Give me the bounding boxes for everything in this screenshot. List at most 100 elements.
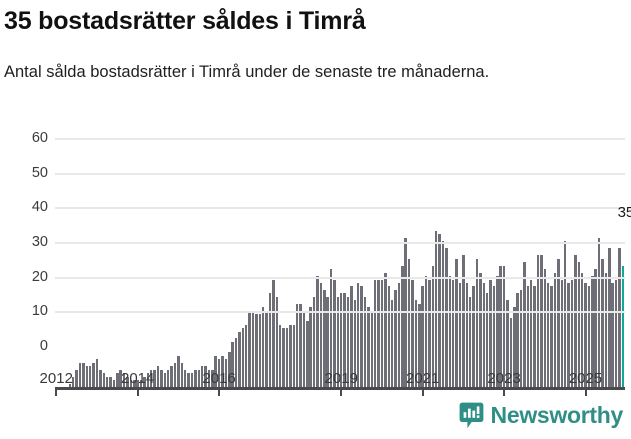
bar[interactable] <box>485 293 489 387</box>
bar[interactable] <box>153 369 156 387</box>
bar[interactable] <box>540 255 543 387</box>
bar[interactable] <box>445 248 448 387</box>
bar[interactable] <box>126 376 129 387</box>
bar[interactable] <box>356 283 360 387</box>
bar[interactable] <box>173 362 177 387</box>
bar[interactable] <box>88 366 92 387</box>
bar[interactable] <box>204 366 207 387</box>
bar[interactable] <box>306 321 309 387</box>
bar[interactable] <box>384 272 387 387</box>
bar[interactable] <box>421 286 424 387</box>
bar[interactable] <box>390 300 394 387</box>
bar[interactable] <box>275 296 279 387</box>
bar[interactable] <box>194 369 197 387</box>
bar[interactable] <box>289 324 292 387</box>
bar[interactable] <box>611 283 614 387</box>
bar[interactable] <box>95 359 99 387</box>
bar[interactable] <box>177 355 180 387</box>
bar[interactable] <box>472 286 475 387</box>
bar[interactable] <box>557 258 560 387</box>
bar[interactable] <box>299 303 302 387</box>
bar[interactable] <box>285 328 289 387</box>
bar[interactable] <box>465 283 469 387</box>
bar[interactable] <box>387 286 390 387</box>
bar[interactable] <box>438 234 441 387</box>
bar[interactable] <box>278 324 282 387</box>
bar[interactable] <box>570 279 574 387</box>
bar[interactable] <box>377 279 380 387</box>
bar[interactable] <box>502 265 506 387</box>
bar[interactable] <box>553 272 557 387</box>
bar[interactable] <box>350 286 353 387</box>
bar[interactable] <box>479 272 482 387</box>
bar[interactable] <box>200 366 204 387</box>
bar[interactable] <box>319 283 323 387</box>
bar[interactable] <box>133 380 136 387</box>
bar[interactable] <box>370 310 374 387</box>
bar[interactable] <box>346 296 350 387</box>
bar[interactable] <box>211 369 214 387</box>
bar[interactable] <box>326 296 329 387</box>
bar[interactable] <box>418 303 421 387</box>
bar[interactable] <box>451 279 455 387</box>
bar[interactable] <box>394 289 397 387</box>
bar[interactable] <box>92 362 95 387</box>
bar[interactable] <box>373 279 377 387</box>
bar[interactable] <box>261 307 265 387</box>
bar[interactable] <box>234 338 238 387</box>
bar[interactable] <box>336 296 340 387</box>
bar[interactable] <box>414 300 418 387</box>
bar[interactable] <box>302 310 306 387</box>
bar[interactable] <box>136 380 139 387</box>
bar[interactable] <box>272 279 275 387</box>
bar[interactable] <box>217 359 221 387</box>
bar[interactable] <box>367 307 370 387</box>
bar[interactable] <box>353 300 357 387</box>
bar[interactable] <box>363 296 367 387</box>
bar[interactable] <box>329 269 333 387</box>
bar[interactable] <box>78 362 82 387</box>
bar[interactable] <box>614 279 618 387</box>
bar[interactable] <box>180 362 184 387</box>
bar[interactable] <box>112 380 116 387</box>
bar[interactable] <box>170 366 173 387</box>
bar[interactable] <box>424 276 428 387</box>
bar[interactable] <box>190 373 194 387</box>
bar[interactable] <box>75 369 78 387</box>
bar[interactable] <box>618 248 621 387</box>
bar[interactable] <box>411 279 414 387</box>
bar[interactable] <box>99 369 102 387</box>
bar[interactable] <box>577 262 580 387</box>
bar[interactable] <box>513 307 516 387</box>
bar[interactable] <box>431 265 435 387</box>
bar[interactable] <box>163 373 167 387</box>
bar[interactable] <box>536 255 540 387</box>
bar[interactable] <box>441 241 445 387</box>
bar[interactable] <box>567 283 570 387</box>
bar[interactable] <box>238 331 241 387</box>
bar[interactable] <box>68 383 72 387</box>
bar[interactable] <box>550 286 553 387</box>
bar[interactable] <box>187 373 190 387</box>
bar[interactable] <box>323 289 326 387</box>
bar[interactable] <box>468 296 472 387</box>
bar[interactable] <box>265 310 268 387</box>
bar[interactable] <box>333 279 336 387</box>
bar[interactable] <box>224 359 228 387</box>
bar[interactable] <box>221 355 224 387</box>
bar[interactable] <box>241 328 245 387</box>
bar[interactable] <box>580 272 584 387</box>
bar[interactable] <box>458 283 462 387</box>
bar[interactable] <box>146 373 150 387</box>
bar[interactable] <box>407 258 411 387</box>
bar[interactable] <box>116 373 119 387</box>
bar[interactable] <box>591 276 594 387</box>
bar[interactable] <box>71 376 75 387</box>
bar[interactable] <box>139 380 143 387</box>
bar[interactable] <box>546 283 550 387</box>
bar[interactable] <box>604 272 608 387</box>
bar[interactable] <box>109 376 112 387</box>
bar[interactable] <box>282 328 285 387</box>
bar[interactable] <box>360 286 363 387</box>
bar[interactable] <box>340 293 343 387</box>
